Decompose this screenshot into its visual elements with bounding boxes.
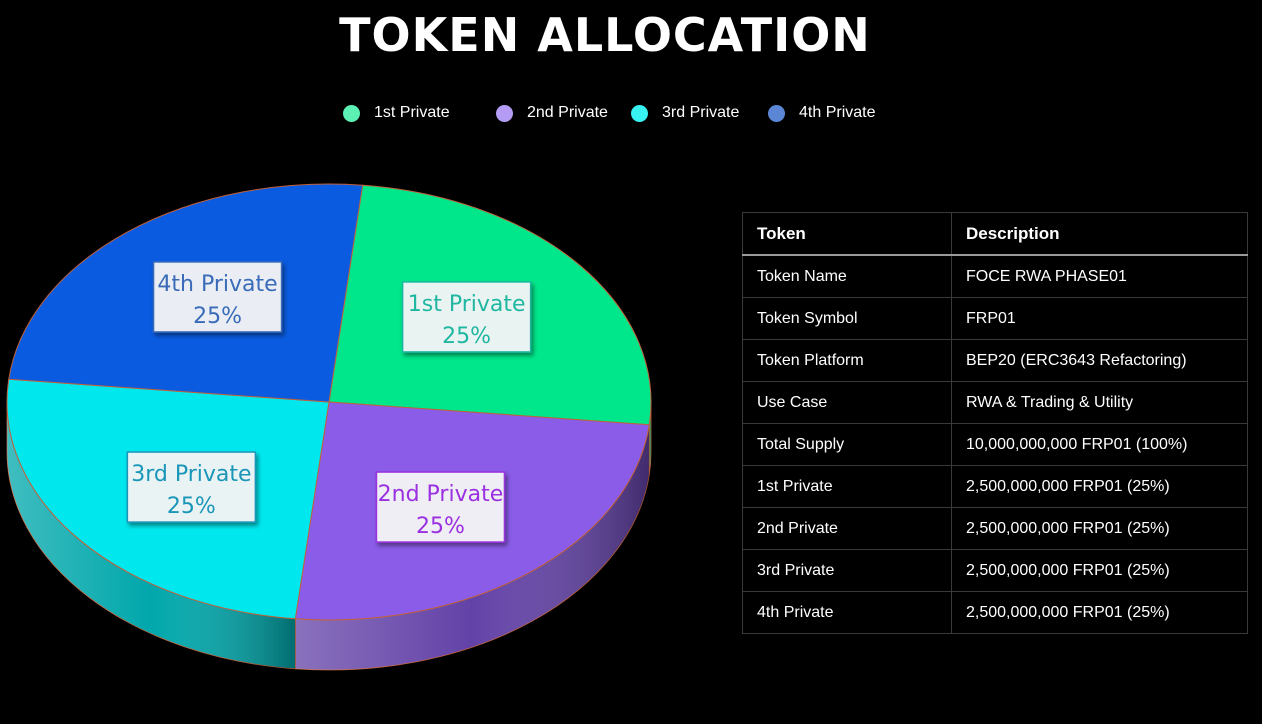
- table-row: 1st Private 2,500,000,000 FRP01 (25%): [742, 465, 1248, 508]
- chart-title: TOKEN ALLOCATION: [339, 8, 871, 62]
- data-label-name: 3rd Private: [131, 462, 251, 487]
- table-header-row: Token Description: [742, 212, 1248, 256]
- legend-marker-icon: [768, 104, 785, 122]
- slice-side-shading: [649, 402, 651, 475]
- token-info-table: Token Description Token Name FOCE RWA PHA…: [742, 212, 1248, 634]
- row-key: Token Platform: [742, 339, 952, 382]
- data-label-name: 2nd Private: [378, 482, 504, 507]
- legend-label: 2nd Private: [527, 104, 608, 121]
- data-label-2nd-private: 2nd Private 25%: [375, 471, 506, 543]
- row-value: BEP20 (ERC3643 Refactoring): [951, 339, 1248, 382]
- data-label-percent: 25%: [442, 324, 491, 349]
- row-value: 2,500,000,000 FRP01 (25%): [951, 507, 1248, 550]
- legend-marker-icon: [343, 104, 360, 122]
- legend-item-2nd-private: 2nd Private: [496, 104, 608, 122]
- legend-item-1st-private: 1st Private: [343, 104, 450, 122]
- data-label-box: [375, 471, 506, 543]
- pie-slices: [6, 183, 652, 621]
- table-row: Token Symbol FRP01: [742, 297, 1248, 340]
- table-row: 2nd Private 2,500,000,000 FRP01 (25%): [742, 507, 1248, 550]
- row-key: Token Symbol: [742, 297, 952, 340]
- column-header: Token: [742, 212, 952, 256]
- slice-side-shading: [295, 424, 650, 670]
- column-header: Description: [951, 212, 1248, 256]
- row-key: Total Supply: [742, 423, 952, 466]
- pie-data-labels: 1st Private 25% 2nd Private 25% 3rd Private 2…: [126, 261, 532, 543]
- pie-chart: 1st Private 25% 2nd Private 25% 3rd Private 2…: [6, 183, 652, 671]
- table-row: 3rd Private 2,500,000,000 FRP01 (25%): [742, 549, 1248, 592]
- row-key: 4th Private: [742, 591, 952, 634]
- table-row: Use Case RWA & Trading & Utility: [742, 381, 1248, 424]
- row-value: 2,500,000,000 FRP01 (25%): [951, 591, 1248, 634]
- row-key: Use Case: [742, 381, 952, 424]
- data-label-box: [126, 451, 257, 523]
- data-label-percent: 25%: [193, 304, 242, 329]
- legend-marker-icon: [496, 104, 513, 122]
- row-value: 10,000,000,000 FRP01 (100%): [951, 423, 1248, 466]
- table-row: Token Name FOCE RWA PHASE01: [742, 254, 1248, 298]
- row-value: 2,500,000,000 FRP01 (25%): [951, 549, 1248, 592]
- table-row: Token Platform BEP20 (ERC3643 Refactoring…: [742, 339, 1248, 382]
- row-key: 2nd Private: [742, 507, 952, 550]
- row-key: Token Name: [742, 254, 952, 298]
- table-row: 4th Private 2,500,000,000 FRP01 (25%): [742, 591, 1248, 634]
- pie-side-walls: [6, 401, 652, 671]
- data-label-1st-private: 1st Private 25%: [401, 281, 532, 353]
- slice-side-shading: [7, 402, 296, 669]
- data-label-name: 4th Private: [157, 272, 277, 297]
- legend-label: 1st Private: [374, 104, 450, 121]
- data-label-4th-private: 4th Private 25%: [152, 261, 283, 333]
- data-label-box: [401, 281, 532, 353]
- data-label-box: [152, 261, 283, 333]
- row-value: FOCE RWA PHASE01: [951, 254, 1248, 298]
- row-key: 3rd Private: [742, 549, 952, 592]
- data-label-percent: 25%: [167, 494, 216, 519]
- legend-label: 3rd Private: [662, 104, 740, 121]
- data-label-name: 1st Private: [408, 292, 526, 317]
- row-key: 1st Private: [742, 465, 952, 508]
- row-value: 2,500,000,000 FRP01 (25%): [951, 465, 1248, 508]
- row-value: RWA & Trading & Utility: [951, 381, 1248, 424]
- legend-label: 4th Private: [799, 104, 876, 121]
- chart-legend: 1st Private 2nd Private 3rd Private 4th …: [0, 104, 1262, 128]
- legend-marker-icon: [631, 104, 648, 122]
- data-label-percent: 25%: [416, 514, 465, 539]
- row-value: FRP01: [951, 297, 1248, 340]
- legend-item-3rd-private: 3rd Private: [631, 104, 739, 122]
- data-label-3rd-private: 3rd Private 25%: [126, 451, 257, 523]
- table-row: Total Supply 10,000,000,000 FRP01 (100%): [742, 423, 1248, 466]
- legend-item-4th-private: 4th Private: [768, 104, 875, 122]
